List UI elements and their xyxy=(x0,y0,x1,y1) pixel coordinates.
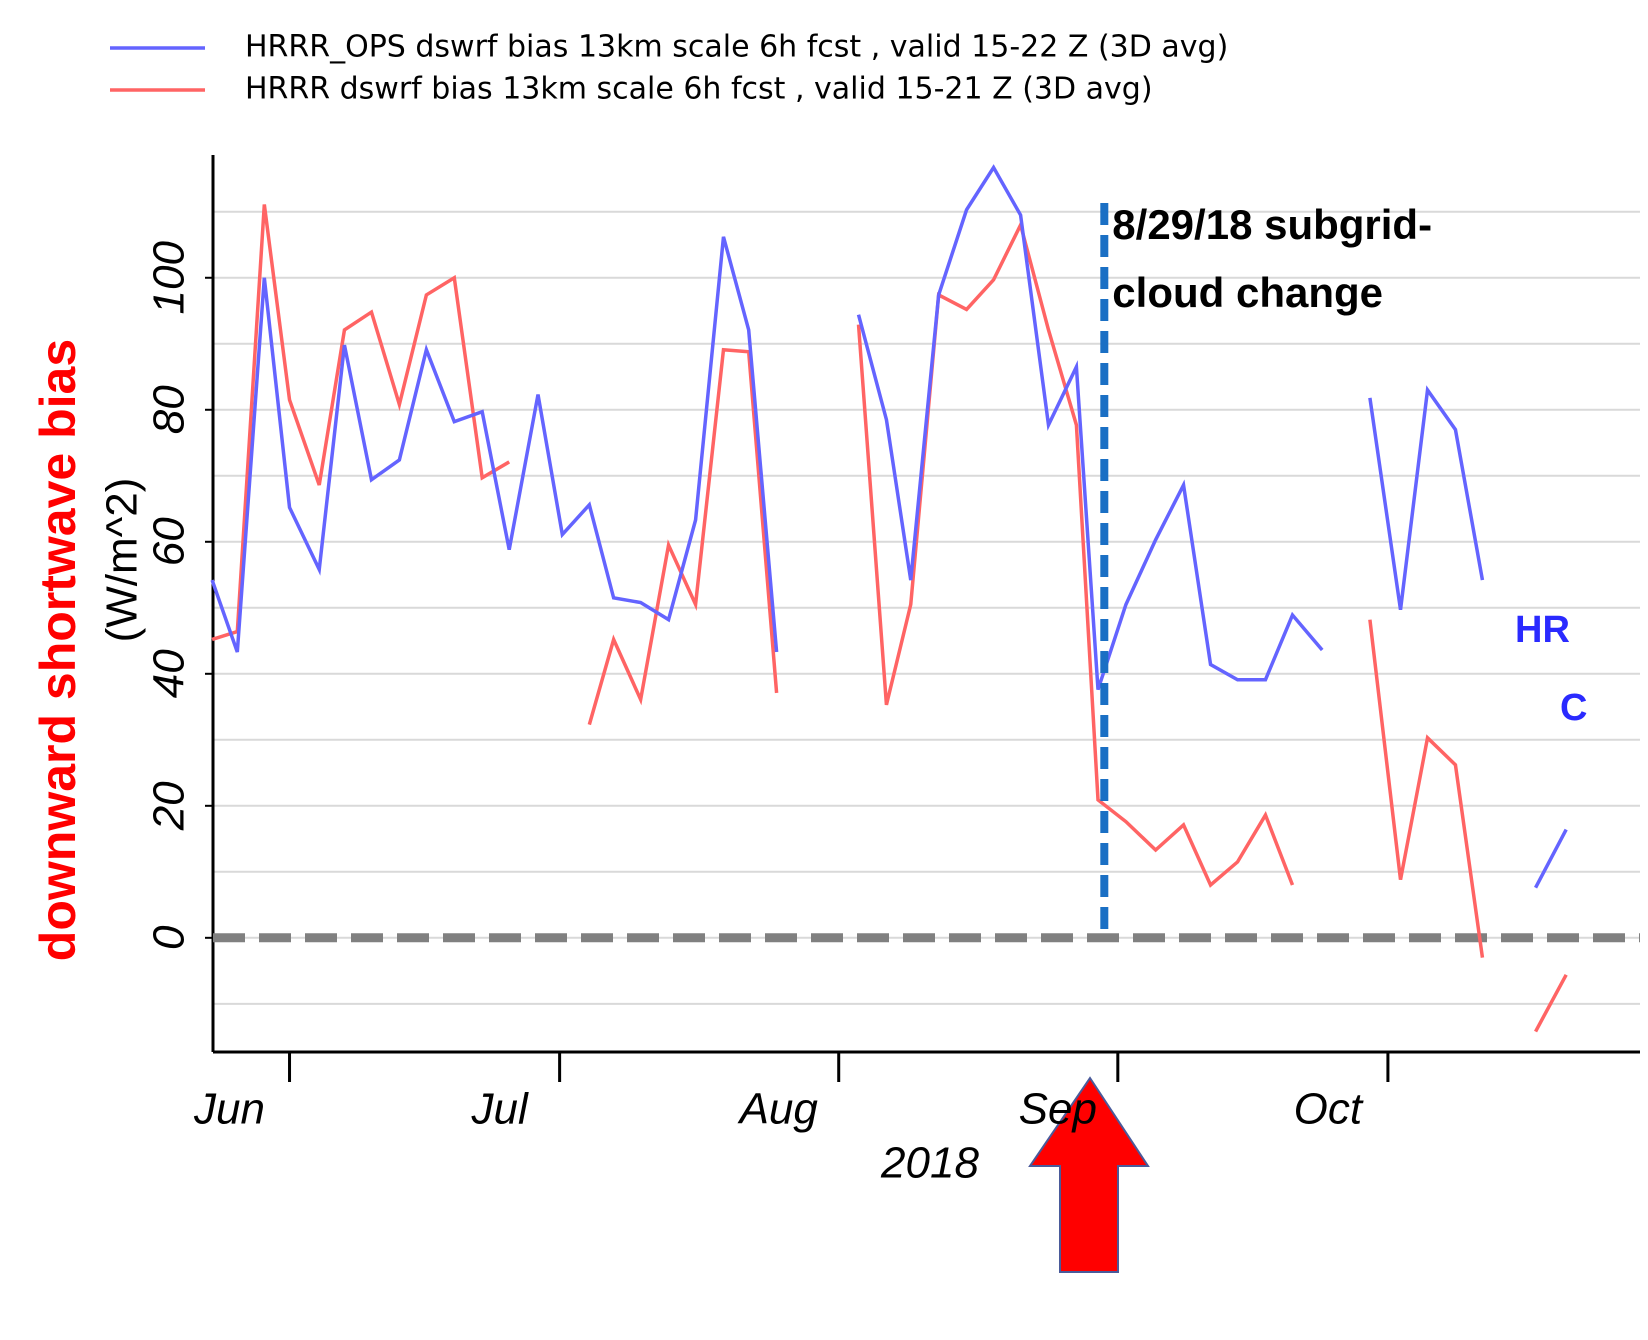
legend-label: HRRR dswrf bias 13km scale 6h fcst , val… xyxy=(245,72,1153,107)
y-tick-label: 80 xyxy=(145,385,194,434)
annotation: cloud change xyxy=(1112,269,1383,316)
y-tick-label: 40 xyxy=(145,649,194,698)
x-tick-label: Aug xyxy=(737,1085,819,1134)
series-line xyxy=(211,204,1568,1033)
legend-label: HRRR_OPS dswrf bias 13km scale 6h fcst ,… xyxy=(245,30,1228,65)
x-tick-label: Jul xyxy=(470,1085,528,1134)
y-axis-label: downward shortwave bias xyxy=(30,339,86,961)
x-tick-label: Oct xyxy=(1294,1085,1364,1134)
y-tick-label: 60 xyxy=(145,517,194,566)
series-line xyxy=(210,164,1568,889)
y-tick-label: 20 xyxy=(145,781,194,831)
annotation: 8/29/18 subgrid- xyxy=(1112,201,1432,248)
x-tick-label: Sep xyxy=(1019,1085,1097,1134)
y-tick-label: 0 xyxy=(145,925,194,950)
annotation: C xyxy=(1560,687,1587,729)
y-tick-label: 100 xyxy=(145,241,194,315)
x-tick-label: Jun xyxy=(193,1085,265,1134)
annotation: HR xyxy=(1515,609,1570,651)
arrow xyxy=(1028,1076,1150,1273)
y-axis-sublabel: (W/m^2) xyxy=(98,478,147,643)
x-axis-label: 2018 xyxy=(880,1139,979,1188)
